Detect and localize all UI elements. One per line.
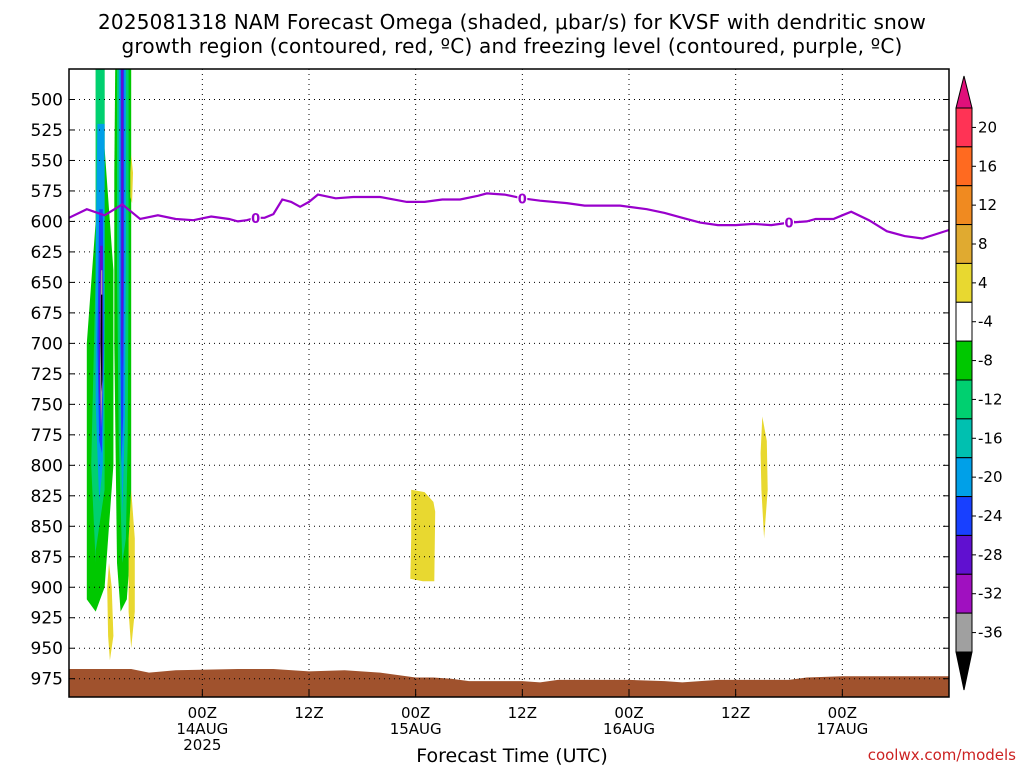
credit-link[interactable]: coolwx.com/models: [867, 746, 1016, 764]
colorbar-swatch-12: [955, 573, 973, 614]
y-tick-label: 650: [31, 273, 63, 293]
y-tick-label: 550: [31, 151, 63, 171]
omega-shade-14: [130, 154, 133, 204]
colorbar-swatch-10: [955, 496, 973, 536]
y-tick-label: 700: [31, 334, 63, 354]
omega-shade-12: [107, 562, 114, 661]
omega-shade-16: [760, 416, 768, 539]
colorbar-bottom-arrow: [955, 651, 973, 691]
y-tick-label: 525: [31, 121, 63, 141]
colorbar-label: 4: [978, 274, 988, 292]
x-tick-label: 14AUG: [176, 720, 228, 738]
freezing-level-label: 0: [518, 192, 527, 207]
colorbar-label: -36: [978, 624, 1003, 642]
colorbar-label: -12: [978, 390, 1003, 408]
chart-title-line-2: growth region (contoured, red, ºC) and f…: [121, 34, 903, 58]
plot-area: 0 0 0: [69, 69, 949, 697]
colorbar-label: 16: [978, 157, 997, 175]
x-tick-label: 15AUG: [390, 720, 442, 738]
y-tick-label: 575: [31, 182, 63, 202]
omega-shade-13: [128, 489, 135, 649]
colorbar-swatch-0: [955, 107, 973, 148]
colorbar-swatch-9: [955, 457, 973, 498]
colorbar-label: -28: [978, 546, 1003, 564]
x-tick-label: 00Z: [188, 704, 217, 722]
colorbar-swatch-13: [955, 612, 973, 653]
y-tick-label: 775: [31, 426, 63, 446]
omega-shade-11: [121, 69, 124, 368]
x-tick-label: 17AUG: [816, 720, 868, 738]
colorbar-label: -32: [978, 585, 1003, 603]
terrain-fill: [69, 669, 949, 697]
x-tick-label: 12Z: [508, 704, 537, 722]
y-tick-label: 850: [31, 517, 63, 537]
x-axis-label: Forecast Time (UTC): [416, 745, 608, 767]
freezing-level-line: [69, 192, 949, 240]
y-tick-label: 950: [31, 639, 63, 659]
colorbar-label: -4: [978, 313, 993, 331]
chart-title-line-1: 2025081318 NAM Forecast Omega (shaded, μ…: [97, 10, 927, 34]
colorbar-label: -8: [978, 352, 993, 370]
y-tick-label: 925: [31, 609, 63, 629]
freezing-level-label: 0: [251, 212, 260, 227]
y-tick-label: 825: [31, 487, 63, 507]
omega-shade-6: [100, 294, 103, 393]
y-tick-label: 725: [31, 365, 63, 385]
colorbar-swatch-7: [955, 379, 973, 420]
colorbar-top-arrow: [955, 75, 973, 109]
colorbar-swatch-2: [955, 185, 973, 226]
colorbar-label: 8: [978, 235, 988, 253]
x-tick-label: 12Z: [294, 704, 323, 722]
y-tick-label: 500: [31, 90, 63, 110]
colorbar-swatch-11: [955, 534, 973, 575]
y-tick-label: 750: [31, 395, 63, 415]
colorbar-swatch-6: [955, 340, 973, 381]
colorbar-swatch-1: [955, 146, 973, 187]
y-tick-label: 600: [31, 212, 63, 232]
x-tick-label: 00Z: [401, 704, 430, 722]
colorbar-swatch-3: [955, 224, 973, 264]
colorbar-label: -16: [978, 429, 1003, 447]
omega-shade-15: [410, 489, 436, 582]
y-tick-label: 625: [31, 243, 63, 263]
freezing-level-label: 0: [784, 217, 793, 232]
y-tick-label: 675: [31, 304, 63, 324]
colorbar-label: 20: [978, 118, 997, 136]
y-tick-label: 800: [31, 456, 63, 476]
x-tick-label: 2025: [183, 736, 221, 754]
x-tick-label: 00Z: [614, 704, 643, 722]
colorbar-label: 12: [978, 196, 997, 214]
x-tick-label: 16AUG: [603, 720, 655, 738]
colorbar-label: -24: [978, 507, 1003, 525]
x-tick-label: 12Z: [721, 704, 750, 722]
plot-frame: [68, 68, 950, 698]
y-tick-label: 875: [31, 548, 63, 568]
colorbar-label: -20: [978, 468, 1003, 486]
colorbar-swatch-8: [955, 418, 973, 459]
x-tick-label: 00Z: [828, 704, 857, 722]
colorbar-swatch-5: [955, 301, 973, 342]
colorbar-swatch-4: [955, 262, 973, 303]
y-tick-label: 900: [31, 578, 63, 598]
y-tick-label: 975: [31, 670, 63, 690]
